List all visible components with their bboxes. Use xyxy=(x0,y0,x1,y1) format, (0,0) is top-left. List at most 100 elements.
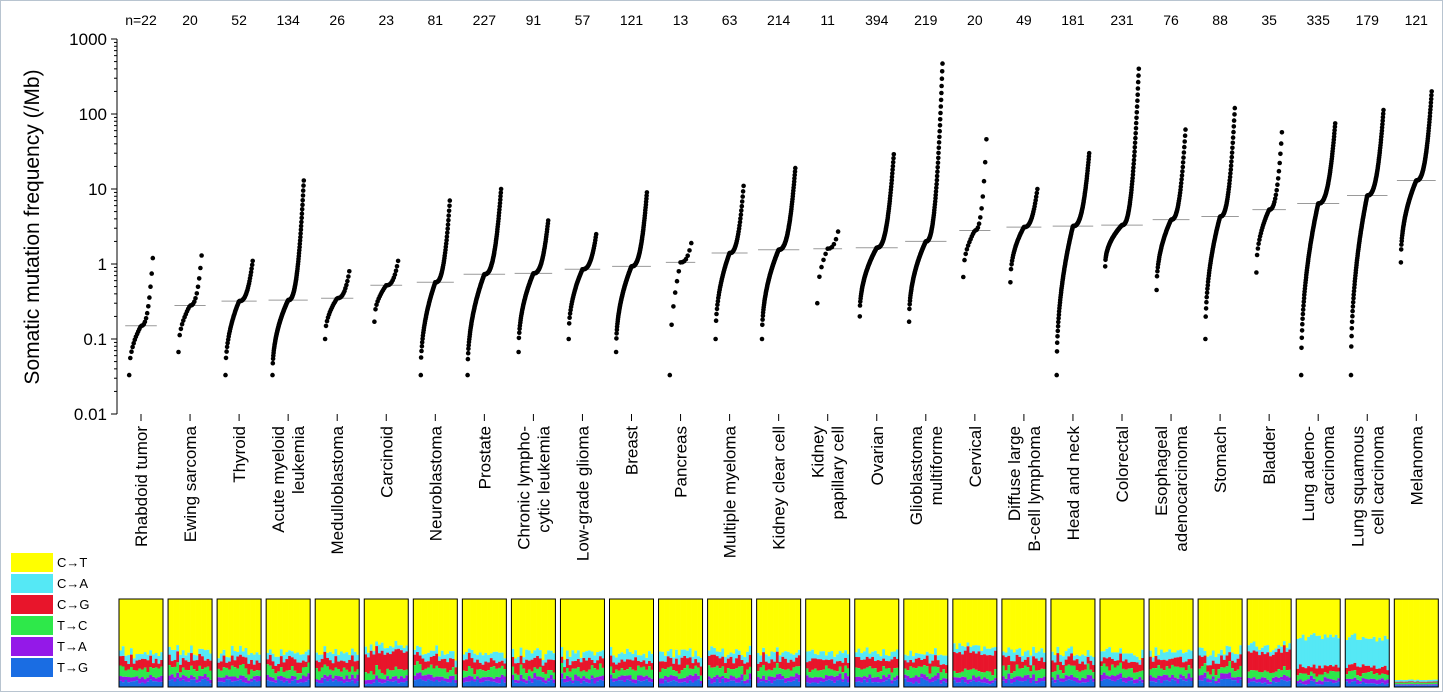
spectrum-bar xyxy=(432,650,436,656)
spectrum-bar xyxy=(268,599,272,650)
spectrum-bar xyxy=(1021,668,1025,678)
spectrum-bar xyxy=(914,652,918,659)
spectrum-bar xyxy=(157,682,161,687)
spectrum-bar xyxy=(339,681,343,687)
spectrum-bar xyxy=(198,676,202,682)
spectrum-bar xyxy=(473,681,477,687)
spectrum-bar xyxy=(320,599,324,655)
spectrum-bar xyxy=(1285,670,1289,677)
sample-count: 23 xyxy=(378,12,394,28)
spectrum-bar xyxy=(939,680,943,684)
spectrum-bar xyxy=(571,599,575,651)
spectrum-bar xyxy=(478,652,482,663)
spectrum-bar xyxy=(1032,646,1036,657)
spectrum-bar xyxy=(977,681,981,687)
spectrum-bar xyxy=(317,599,321,655)
spectrum-bar xyxy=(942,669,946,679)
data-point xyxy=(976,221,982,226)
spectrum-bar xyxy=(565,681,569,687)
data-point xyxy=(890,163,896,169)
spectrum-bar xyxy=(1312,673,1316,679)
spectrum-bar xyxy=(473,653,477,663)
spectrum-bar xyxy=(1274,599,1278,649)
spectrum-bar xyxy=(724,673,728,679)
spectrum-bar xyxy=(1225,673,1229,679)
spectrum-bar xyxy=(1413,682,1417,685)
spectrum-bar xyxy=(1386,679,1390,684)
spectrum-bar xyxy=(568,671,572,678)
spectrum-bar xyxy=(786,677,790,682)
spectrum-bar xyxy=(1001,599,1005,652)
spectrum-bar xyxy=(838,673,842,681)
spectrum-bar xyxy=(1312,678,1316,682)
spectrum-bar xyxy=(367,673,371,681)
spectrum-bar xyxy=(585,651,589,661)
spectrum-bar xyxy=(1206,599,1210,657)
data-point xyxy=(1255,246,1261,251)
spectrum-bar xyxy=(544,599,548,655)
spectrum-bar xyxy=(233,667,237,677)
spectrum-bar xyxy=(1012,677,1016,682)
spectrum-bar xyxy=(713,676,717,683)
spectrum-bar xyxy=(266,680,270,687)
spectrum-bar xyxy=(427,667,431,675)
spectrum-bar xyxy=(1168,677,1172,682)
spectrum-bar xyxy=(1359,599,1363,640)
spectrum-bar xyxy=(1182,599,1186,654)
spectrum-bar xyxy=(1304,668,1308,674)
data-point xyxy=(890,167,895,173)
spectrum-bar xyxy=(593,683,597,687)
spectrum-bar xyxy=(650,678,654,683)
spectrum-bar xyxy=(1320,599,1324,640)
spectrum-bar xyxy=(1421,682,1425,685)
data-point xyxy=(1230,135,1236,140)
data-point xyxy=(964,247,970,252)
data-point xyxy=(937,123,943,128)
spectrum-bar xyxy=(1023,651,1027,660)
data-point xyxy=(907,306,912,312)
spectrum-bar xyxy=(132,599,136,659)
spectrum-bar xyxy=(1239,679,1243,687)
spectrum-bar xyxy=(514,682,518,687)
spectrum-bar xyxy=(317,662,321,672)
spectrum-bar xyxy=(1064,675,1068,681)
spectrum-bar xyxy=(495,663,499,669)
spectrum-bar xyxy=(1102,651,1106,658)
data-point xyxy=(889,178,895,183)
spectrum-bar xyxy=(740,655,744,661)
data-point xyxy=(1256,241,1261,246)
spectrum-bar xyxy=(1160,683,1164,687)
data-point xyxy=(1380,118,1385,124)
spectrum-bar xyxy=(525,680,529,684)
sample-count: 13 xyxy=(673,12,689,28)
spectrum-bar xyxy=(405,599,409,646)
spectrum-bar xyxy=(1318,599,1322,636)
spectrum-bar xyxy=(525,683,529,687)
spectrum-bar xyxy=(337,676,341,682)
spectrum-bar xyxy=(320,683,324,687)
spectrum-bar xyxy=(958,599,962,644)
spectrum-bar xyxy=(1430,681,1434,683)
data-point xyxy=(223,355,229,361)
spectrum-bar xyxy=(666,682,670,687)
spectrum-bar xyxy=(1133,683,1137,687)
spectrum-bar xyxy=(770,683,774,687)
spectrum-bar xyxy=(1350,664,1354,671)
spectrum-bar xyxy=(710,646,714,655)
spectrum-bar xyxy=(190,653,194,666)
spectrum-bar xyxy=(1318,665,1322,675)
spectrum-bar xyxy=(132,669,136,678)
data-point xyxy=(144,310,150,316)
data-point xyxy=(1301,303,1306,308)
spectrum-bar xyxy=(127,677,131,683)
spectrum-bar xyxy=(808,651,812,662)
spectrum-bar xyxy=(1252,677,1256,682)
data-point xyxy=(567,315,572,321)
spectrum-bar xyxy=(1334,599,1338,635)
spectrum-bar xyxy=(206,680,210,687)
spectrum-bar xyxy=(503,669,507,677)
spectrum-bar xyxy=(383,674,387,680)
spectrum-bar xyxy=(225,675,229,680)
spectrum-bar xyxy=(781,599,785,653)
